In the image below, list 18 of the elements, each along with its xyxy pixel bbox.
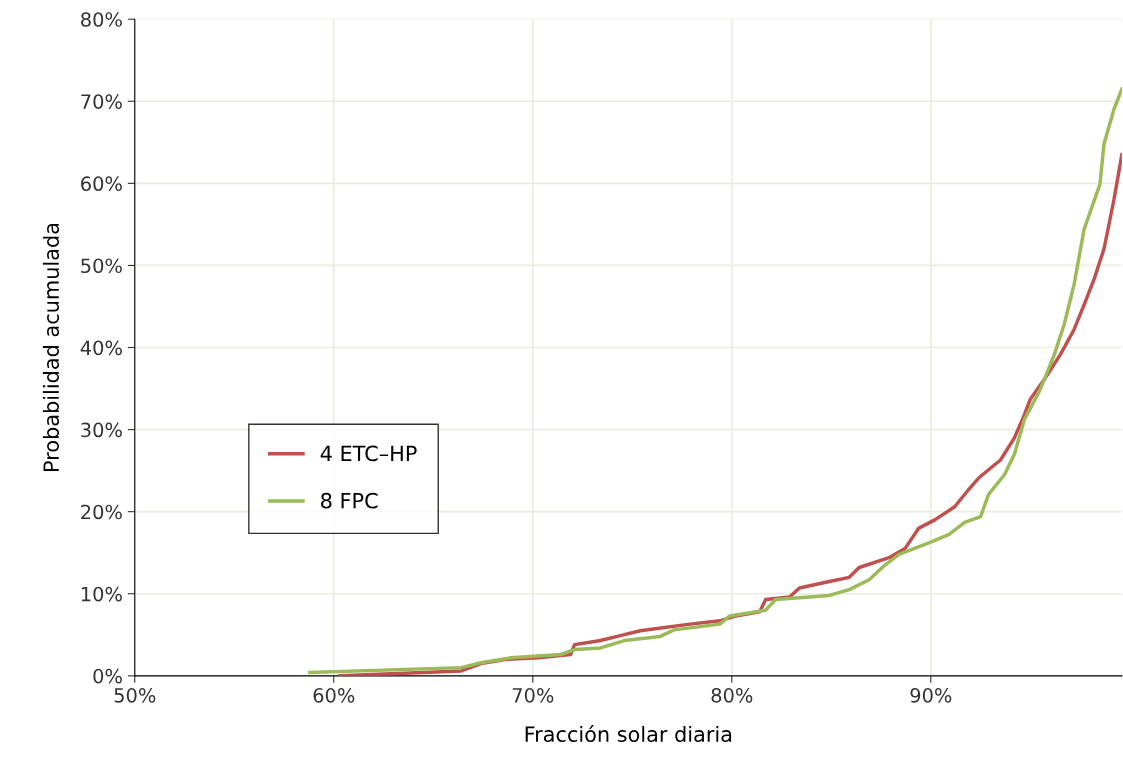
y-tick-label: 40% bbox=[80, 340, 122, 356]
x-axis-title: Fracción solar diaria bbox=[525, 725, 732, 743]
y-tick-label: 30% bbox=[81, 422, 122, 438]
y-axis-title: Probabilidad acumulada bbox=[42, 223, 60, 471]
y-tick-label: 80% bbox=[81, 12, 122, 27]
x-tick-label: 60% bbox=[313, 687, 355, 703]
y-tick-label: 70% bbox=[81, 94, 122, 109]
y-tick-label: 10% bbox=[81, 586, 122, 602]
x-tick-label: 50% bbox=[114, 687, 156, 703]
y-tick-label: 50% bbox=[81, 258, 122, 274]
legend-label: 4 ETC–HP bbox=[320, 445, 417, 462]
y-tick-label: 0% bbox=[93, 668, 122, 684]
legend-label: 8 FPC bbox=[321, 492, 378, 509]
y-tick-label: 60% bbox=[81, 176, 122, 192]
x-tick-label: 90% bbox=[910, 687, 952, 703]
x-tick-label: 70% bbox=[512, 687, 554, 703]
x-tick-label: 80% bbox=[711, 687, 753, 703]
y-tick-label: 20% bbox=[81, 504, 122, 520]
